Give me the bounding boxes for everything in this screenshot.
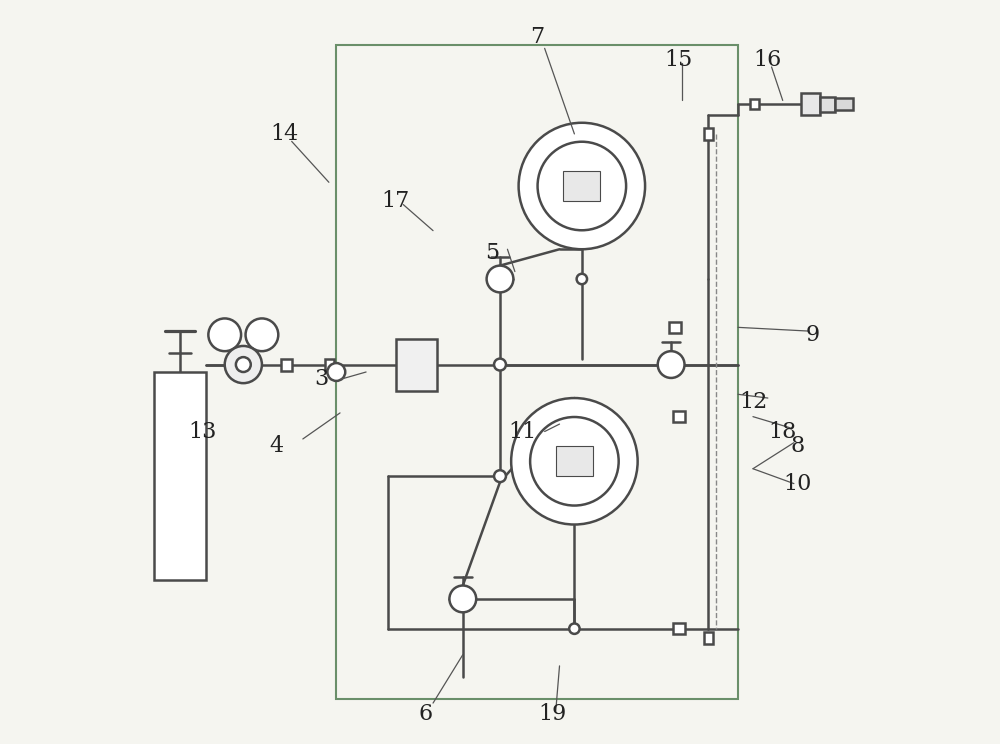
Text: 11: 11: [508, 420, 536, 443]
Text: 17: 17: [382, 190, 410, 212]
Text: 8: 8: [790, 435, 805, 458]
Text: 14: 14: [270, 123, 298, 145]
Circle shape: [225, 346, 262, 383]
Circle shape: [494, 470, 506, 482]
Circle shape: [577, 274, 587, 284]
Text: 9: 9: [805, 324, 820, 346]
Bar: [396, 339, 437, 391]
Circle shape: [487, 266, 513, 292]
Circle shape: [494, 359, 506, 371]
Text: 3: 3: [314, 368, 329, 391]
Text: 19: 19: [538, 703, 566, 725]
Bar: [673, 623, 685, 634]
Bar: [704, 632, 713, 644]
Text: 12: 12: [739, 391, 767, 413]
Circle shape: [236, 357, 251, 372]
Circle shape: [449, 586, 476, 612]
Bar: [673, 411, 685, 422]
Circle shape: [511, 398, 638, 525]
Bar: [750, 99, 759, 109]
Circle shape: [658, 351, 685, 378]
Circle shape: [208, 318, 241, 351]
Circle shape: [538, 141, 626, 231]
Text: 16: 16: [754, 48, 782, 71]
Text: 4: 4: [270, 435, 284, 458]
Bar: [704, 128, 713, 140]
Bar: [281, 359, 292, 371]
Text: 13: 13: [188, 420, 217, 443]
Text: 10: 10: [783, 472, 812, 495]
Text: 5: 5: [485, 242, 500, 264]
Circle shape: [569, 623, 580, 634]
Circle shape: [327, 363, 345, 381]
Circle shape: [519, 123, 645, 249]
Text: 15: 15: [664, 48, 693, 71]
Circle shape: [530, 417, 619, 506]
Text: 18: 18: [769, 420, 797, 443]
Text: 7: 7: [530, 26, 544, 48]
Bar: [563, 171, 600, 201]
Circle shape: [246, 318, 278, 351]
Bar: [325, 359, 334, 370]
Bar: [556, 446, 593, 476]
Bar: [154, 372, 206, 580]
Bar: [669, 322, 681, 333]
Text: 6: 6: [419, 703, 433, 725]
Bar: [801, 93, 820, 115]
Bar: [835, 98, 853, 110]
Bar: [820, 97, 835, 112]
